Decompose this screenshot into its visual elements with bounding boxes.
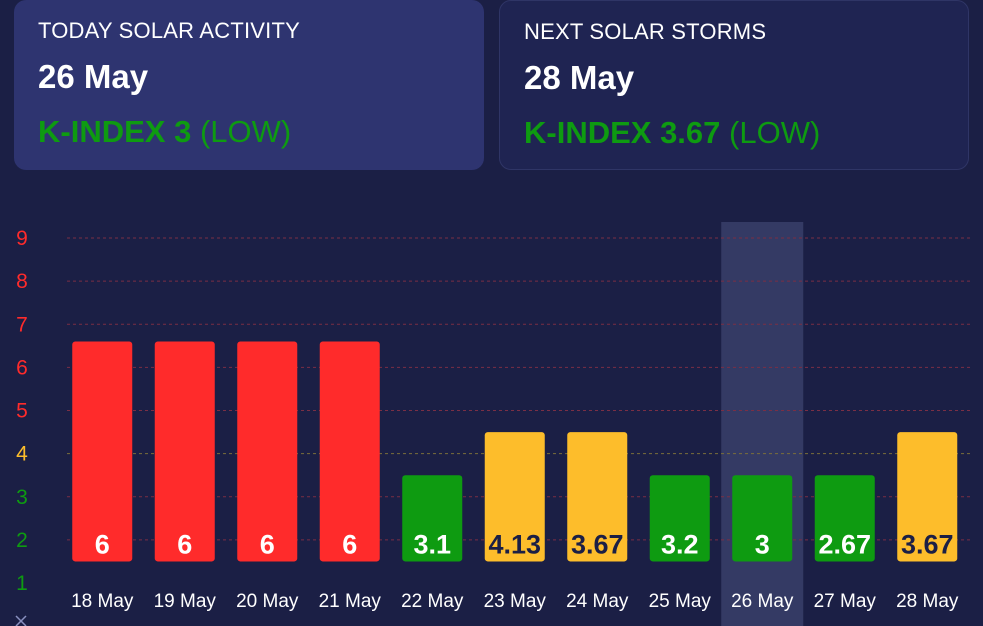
today-activity-label: TODAY SOLAR ACTIVITY [38, 18, 300, 43]
x-tick-label: 25 May [649, 591, 712, 612]
bar-value-label: 3.2 [661, 529, 699, 559]
y-tick-label: 9 [16, 227, 28, 250]
bar-20-may[interactable] [237, 341, 298, 562]
bar-24-may[interactable] [567, 432, 628, 562]
bar-value-label: 6 [177, 529, 192, 559]
next-kindex: K-INDEX 3.67 (LOW) [524, 115, 944, 151]
y-tick-label: 5 [16, 400, 28, 423]
bar-26-may[interactable] [732, 475, 793, 562]
y-tick-label: 7 [16, 313, 28, 336]
bar-19-may[interactable] [154, 341, 215, 562]
x-tick-label: 20 May [236, 591, 299, 612]
today-kindex-level: (LOW) [199, 114, 292, 149]
y-tick-label: 8 [16, 270, 28, 293]
y-tick-label: 1 [16, 572, 28, 595]
next-kindex-level: (LOW) [729, 115, 821, 150]
next-kindex-value: K-INDEX 3.67 [524, 115, 721, 150]
next-storms-label: NEXT SOLAR STORMS [524, 19, 767, 44]
bar-21-may[interactable] [319, 341, 380, 562]
bar-value-label: 3 [755, 529, 770, 559]
x-tick-label: 23 May [484, 591, 547, 612]
x-tick-label: 18 May [71, 591, 134, 612]
next-storms-card: NEXT SOLAR STORMS 28 May K-INDEX 3.67 (L… [499, 0, 969, 170]
today-kindex-value: K-INDEX 3 [38, 114, 192, 149]
x-tick-label: 27 May [814, 591, 877, 612]
bar-value-label: 6 [342, 529, 357, 559]
y-tick-label: 6 [16, 356, 28, 379]
bar-28-may[interactable] [897, 432, 958, 562]
close-icon [15, 615, 27, 626]
bar-23-may[interactable] [484, 432, 545, 562]
today-activity-date: 26 May [38, 58, 149, 95]
x-tick-label: 22 May [401, 591, 464, 612]
today-kindex: K-INDEX 3 (LOW) [38, 114, 460, 150]
bar-18-may[interactable] [72, 341, 133, 562]
x-tick-label: 24 May [566, 591, 629, 612]
x-tick-label: 19 May [154, 591, 217, 612]
y-tick-label: 4 [16, 443, 28, 466]
bar-value-label: 3.1 [413, 529, 451, 559]
y-tick-label: 2 [16, 529, 28, 552]
bar-22-may[interactable] [402, 475, 463, 562]
bar-25-may[interactable] [649, 475, 710, 562]
bar-value-label: 3.67 [571, 529, 624, 559]
bar-value-label: 3.67 [901, 529, 954, 559]
bar-value-label: 6 [260, 529, 275, 559]
bar-value-label: 4.13 [488, 529, 541, 559]
bar-27-may[interactable] [814, 475, 875, 562]
bar-value-label: 2.67 [818, 529, 871, 559]
next-storms-date: 28 May [524, 59, 635, 96]
x-tick-label: 21 May [319, 591, 382, 612]
today-activity-card: TODAY SOLAR ACTIVITY 26 May K-INDEX 3 (L… [14, 0, 484, 170]
y-tick-label: 3 [16, 486, 28, 509]
today-highlight-column [721, 222, 804, 626]
x-tick-label: 28 May [896, 591, 959, 612]
x-tick-label: 26 May [731, 591, 794, 612]
bar-value-label: 6 [95, 529, 110, 559]
